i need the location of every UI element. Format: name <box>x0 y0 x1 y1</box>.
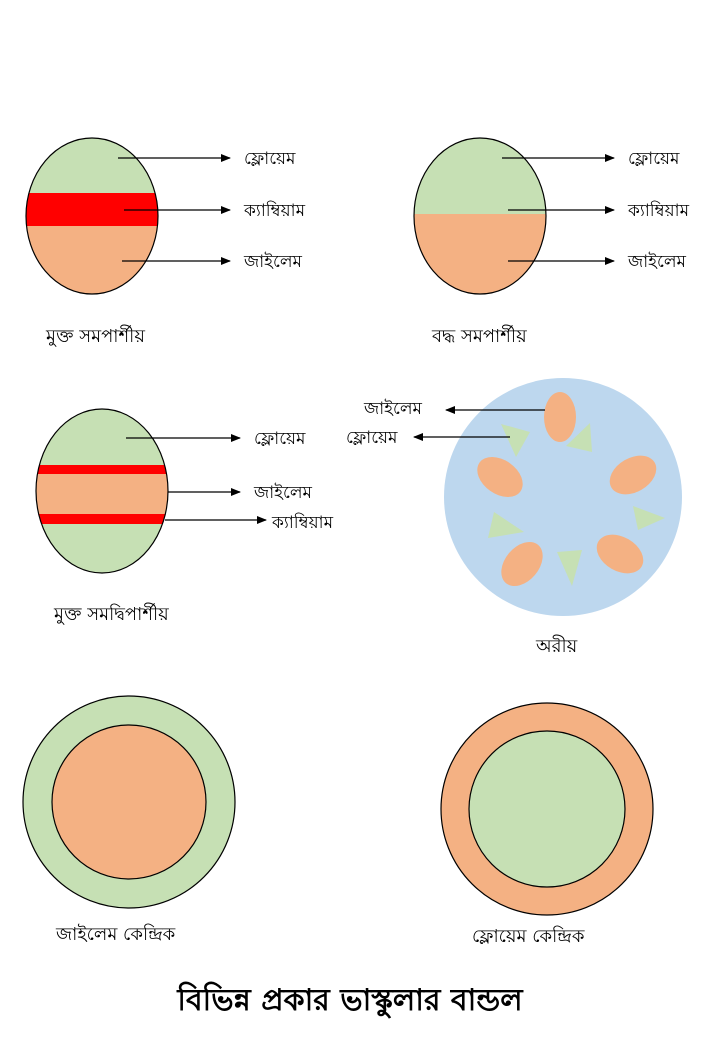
bicollateral-xylem <box>36 474 168 514</box>
closed-collateral-xylem <box>414 214 546 294</box>
bicollateral-cambium-outer <box>36 465 168 474</box>
radial-xylem-5 <box>477 457 523 497</box>
closed-collateral-cambium-label: ক্যাম্বিয়াম <box>627 200 690 221</box>
open-collateral-outline <box>25 137 159 295</box>
amphicribral-phloem-core <box>468 730 626 888</box>
bicollateral-cambium-label: ক্যাম্বিয়াম <box>271 512 334 533</box>
amphivasal-caption: জাইলেম কেন্দ্রিক <box>55 924 176 945</box>
radial-xylem-3 <box>596 534 644 574</box>
amphivasal-bundle: জাইলেম কেন্দ্রিক <box>22 695 236 945</box>
amphicribral-bundle: ফ্লোয়েম কেন্দ্রিক <box>440 702 654 947</box>
open-collateral-caption: মুক্ত সমপার্শীয় <box>45 325 145 347</box>
radial-phloem-2 <box>566 423 592 452</box>
radial-xylem-1 <box>544 392 576 442</box>
open-collateral-cambium-label: ক্যাম্বিয়াম <box>243 200 306 221</box>
bicollateral-phloem-inner <box>36 524 168 573</box>
radial-phloem-4 <box>557 550 582 586</box>
closed-collateral-bundle: ফ্লোয়েম ক্যাম্বিয়াম জাইলেম বদ্ধ সমপার্… <box>413 137 690 347</box>
radial-xylem-2 <box>609 455 657 495</box>
bicollateral-bundle: ফ্লোয়েম জাইলেম ক্যাম্বিয়াম মুক্ত সমদ্ব… <box>35 408 334 625</box>
bicollateral-phloem-outer <box>36 409 168 465</box>
closed-collateral-phloem-label: ফ্লোয়েম <box>628 149 680 169</box>
radial-phloem-3 <box>633 506 665 530</box>
open-collateral-phloem-label: ফ্লোয়েম <box>244 149 296 169</box>
diagram-title: বিভিন্ন প্রকার ভাস্কুলার বান্ডল <box>176 981 524 1019</box>
radial-phloem-label: ফ্লোয়েম <box>346 428 398 448</box>
closed-collateral-xylem-label: জাইলেম <box>627 252 686 272</box>
bicollateral-cambium-inner <box>36 514 168 524</box>
bicollateral-phloem-label: ফ্লোয়েম <box>254 429 306 449</box>
amphicribral-caption: ফ্লোয়েম কেন্দ্রিক <box>472 926 585 947</box>
radial-xylem-4 <box>501 541 543 587</box>
bicollateral-caption: মুক্ত সমদ্বিপার্শীয় <box>53 603 169 625</box>
open-collateral-phloem <box>26 138 158 193</box>
closed-collateral-outline <box>413 137 547 295</box>
open-collateral-xylem-label: জাইলেম <box>243 252 302 272</box>
radial-caption: অরীয় <box>535 635 578 657</box>
radial-phloem-5 <box>488 512 524 538</box>
radial-xylem-label: জাইলেম <box>363 399 422 419</box>
bicollateral-outline <box>35 408 169 574</box>
bicollateral-xylem-label: জাইলেম <box>253 483 312 503</box>
radial-phloem-1 <box>501 424 530 457</box>
amphivasal-xylem-core <box>51 724 207 880</box>
open-collateral-bundle: ফ্লোয়েম ক্যাম্বিয়াম জাইলেম মুক্ত সমপার… <box>25 137 306 347</box>
closed-collateral-phloem <box>414 138 546 214</box>
closed-collateral-caption: বদ্ধ সমপার্শীয় <box>431 325 527 347</box>
radial-bundle: জাইলেম ফ্লোয়েম অরীয় <box>346 378 682 657</box>
